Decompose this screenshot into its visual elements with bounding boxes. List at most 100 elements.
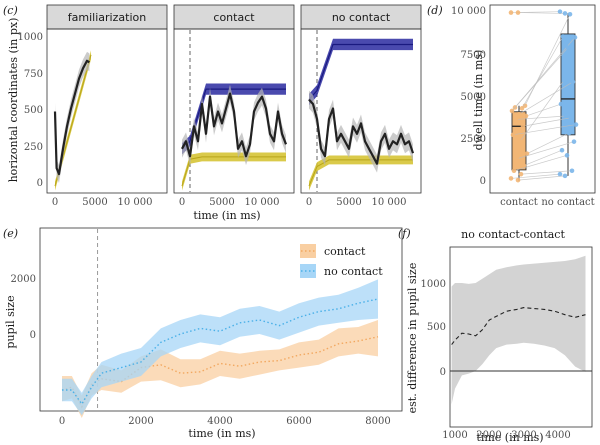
point-contact [508, 176, 514, 181]
facet-familiarization-marks [53, 50, 92, 191]
panel-c-marks [53, 30, 415, 192]
facet-frame-familiarization [46, 28, 168, 194]
gaze-band [309, 90, 413, 173]
facet-label-familiarization: familiarization [68, 11, 146, 24]
pair-line [517, 175, 566, 181]
pair-line [525, 103, 562, 117]
point-contact [521, 163, 527, 168]
panel-e-ylabel: pupil size [4, 295, 17, 348]
y-tick-label: 0 [37, 178, 43, 189]
x-tick-label: 5000 [82, 197, 107, 208]
point-no-contact [569, 168, 575, 174]
point-contact [516, 112, 522, 117]
point-contact [519, 106, 525, 111]
legend-swatch-contact [300, 244, 316, 258]
point-contact [509, 108, 515, 114]
y-tick-label: 500 [24, 105, 43, 116]
point-contact [515, 10, 521, 15]
pair-line [511, 47, 569, 112]
point-contact [514, 156, 520, 162]
panel-f-ylabel: est. difference in pupil size [406, 263, 419, 414]
panel-f-marks [450, 255, 592, 405]
pair-line [520, 170, 573, 175]
point-no-contact [559, 147, 565, 153]
y-tick-label: 10 000 [451, 6, 486, 17]
panel-e: (e) pupil size time (in ms) 2000 0 0 200… [3, 227, 403, 440]
panel-letter-d: (d) [427, 4, 443, 17]
x-tick-label: 3000 [511, 430, 536, 441]
pair-line [522, 117, 572, 127]
facet-frame-no-contact [300, 28, 422, 194]
panel-d: (d) dwell time (in ms) 10 000 7500 5000 … [427, 4, 596, 208]
point-no-contact [563, 113, 569, 119]
panel-letter-f: (f) [398, 227, 411, 240]
pair-line [516, 141, 575, 160]
facet-no_contact-marks [308, 30, 415, 192]
legend-label-no-contact: no contact [324, 265, 383, 278]
blue-path-band [182, 83, 286, 155]
panel-e-marks [61, 229, 379, 418]
panel-c-y-ticks: 1000 750 500 250 0 [18, 32, 43, 189]
panel-d-frame [489, 4, 596, 194]
gaze-line [53, 59, 90, 176]
panel-f-xlabel: time (in ms) [476, 431, 543, 444]
point-no-contact [560, 34, 566, 39]
pair-line [518, 81, 574, 115]
point-contact [517, 139, 523, 144]
x-tick-label: 8000 [365, 416, 390, 427]
panel-letter-c: (c) [3, 4, 18, 17]
series-band [62, 279, 378, 416]
pair-line [521, 36, 564, 109]
y-tick-label: 0 [30, 330, 36, 341]
point-no-contact [562, 173, 568, 179]
y-tick-label: 250 [24, 142, 43, 153]
panel-f-title: no contact-contact [461, 228, 565, 241]
pair-line [526, 132, 570, 154]
panel-e-legend: contact no contact [300, 244, 383, 278]
pair-line [519, 79, 565, 142]
gaze-line [308, 98, 415, 165]
point-no-contact [567, 11, 573, 17]
y-tick-label: 5000 [461, 92, 486, 103]
point-no-contact [565, 45, 571, 50]
y-tick-label: 0 [440, 367, 446, 378]
panel-e-frame [39, 227, 403, 412]
x-tick-label: 6000 [286, 416, 311, 427]
ci-band [451, 255, 586, 405]
y-tick-label: 0 [480, 176, 486, 187]
panel-c-ylabel: horizontal coordinates (in px) [7, 18, 20, 183]
facet-strip-familiarization [46, 4, 168, 30]
y-tick-label: 2500 [461, 134, 486, 145]
facet-contact-marks [181, 30, 288, 192]
point-no-contact [572, 35, 578, 40]
legend-label-contact: contact [324, 245, 366, 258]
y-tick-label: 500 [427, 322, 446, 333]
x-tick-label: 4000 [207, 416, 232, 427]
facet-label-contact: contact [213, 11, 255, 24]
panel-c: (c) horizontal coordinates (in px) time … [3, 4, 422, 222]
panel-f-x-ticks: 1000 2000 3000 4000 [442, 430, 570, 441]
panel-e-xlabel: time (in ms) [188, 427, 255, 440]
panel-d-y-ticks: 10 000 7500 5000 2500 0 [451, 6, 486, 187]
panel-c-xlabel: time (in ms) [193, 209, 260, 222]
x-tick-label: 2000 [476, 430, 501, 441]
pair-line [523, 149, 563, 166]
panel-d-marks [508, 9, 579, 183]
x-tick-label: 10 000 [372, 197, 407, 208]
x-tick-label: 10 000 [118, 197, 153, 208]
y-tick-label: 1000 [18, 32, 43, 43]
point-contact [510, 132, 516, 138]
panel-letter-e: (e) [3, 227, 18, 240]
point-no-contact [558, 101, 564, 107]
panel-f-frame [449, 246, 593, 428]
x-tick-label: 1000 [442, 430, 467, 441]
point-contact [520, 123, 526, 129]
y-tick-label: 7500 [461, 50, 486, 61]
series-no-contact [62, 279, 379, 416]
series-band [62, 320, 378, 418]
estimate-line [451, 307, 586, 345]
x-tick-label-contact: contact [500, 197, 538, 208]
point-no-contact [571, 139, 577, 144]
panel-d-ylabel: dwell time (in ms) [472, 50, 485, 151]
